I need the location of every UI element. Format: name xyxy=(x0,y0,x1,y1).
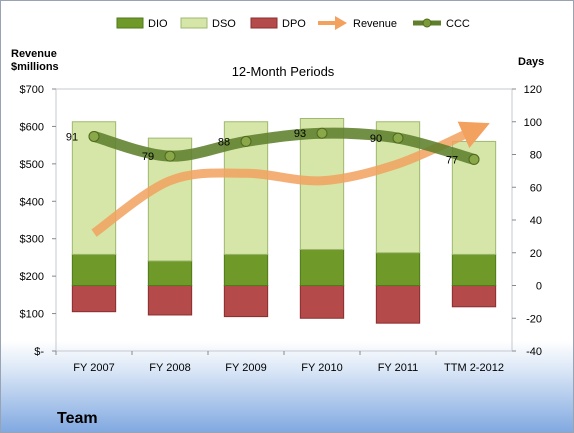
x-axis-tick-label: FY 2009 xyxy=(225,362,266,374)
right-axis-tick-label: 20 xyxy=(530,248,542,260)
chart-title: 12-Month Periods xyxy=(232,64,335,79)
bar-dpo xyxy=(223,285,269,318)
left-axis-tick-label: $500 xyxy=(20,159,44,171)
ccc-data-label: 91 xyxy=(66,131,78,143)
x-axis-tick-label: FY 2011 xyxy=(378,362,419,374)
legend-item-dpo: DPO xyxy=(250,17,306,30)
plot-area xyxy=(55,88,513,352)
legend: DIO DSO DPO Revenue CCC xyxy=(116,16,470,30)
right-axis-tick-label: 60 xyxy=(530,182,542,194)
left-axis-title-line2: $millions xyxy=(11,61,59,73)
legend-label-dso: DSO xyxy=(212,18,236,30)
revenue-line xyxy=(91,121,490,237)
left-axis-tick-label: $600 xyxy=(20,121,44,133)
ccc-marker-icon xyxy=(422,18,432,28)
legend-item-revenue: Revenue xyxy=(318,16,397,30)
ccc-point xyxy=(88,130,100,142)
ccc-point xyxy=(392,132,404,144)
legend-label-dpo: DPO xyxy=(282,18,306,30)
legend-label-revenue: Revenue xyxy=(353,18,397,30)
right-axis-tick-label: 0 xyxy=(536,281,542,293)
bar-dpo xyxy=(147,285,193,316)
bar-dpo xyxy=(299,285,345,319)
axes-layer: $- $100 $200 $300 $400 $500 $600 $700 -40 -20 0 20 4… xyxy=(20,84,542,374)
right-axis-tick-label: -20 xyxy=(526,313,542,325)
legend-item-ccc: CCC xyxy=(413,18,470,30)
bar-dio xyxy=(375,252,421,286)
ccc-data-label: 77 xyxy=(446,154,458,166)
left-axis-tick-label: $700 xyxy=(20,84,44,96)
x-axis-tick-label: FY 2007 xyxy=(73,362,114,374)
bar-dio xyxy=(299,248,345,287)
bar-dpo xyxy=(451,285,497,308)
left-axis-tick-label: $- xyxy=(34,346,44,358)
right-axis-tick-label: 80 xyxy=(530,150,542,162)
bar-dio xyxy=(451,253,497,286)
ccc-point xyxy=(240,135,252,147)
right-axis-tick-label: 40 xyxy=(530,215,542,227)
ccc-point xyxy=(468,153,480,165)
left-axis-tick-label: $300 xyxy=(20,234,44,246)
ccc-data-label: 93 xyxy=(294,128,306,140)
x-axis-tick-label: TTM 2-2012 xyxy=(444,362,504,374)
right-axis-tick-label: 100 xyxy=(524,117,542,129)
ccc-point xyxy=(316,127,328,139)
right-axis-tick-label: -40 xyxy=(526,346,542,358)
left-axis-tick-label: $200 xyxy=(20,271,44,283)
ccc-point xyxy=(164,150,176,162)
ccc-data-label: 88 xyxy=(218,136,230,148)
left-axis-title-line1: Revenue xyxy=(11,48,57,60)
bar-dio xyxy=(147,260,193,286)
revenue-arrow-icon xyxy=(335,16,347,30)
ccc-data-label: 79 xyxy=(142,151,154,163)
left-axis-tick-label: $100 xyxy=(20,309,44,321)
bar-dio xyxy=(71,253,117,286)
legend-label-ccc: CCC xyxy=(446,18,470,30)
bar-dpo xyxy=(71,285,117,313)
ccc-line xyxy=(88,127,480,165)
footer-label: Team xyxy=(57,410,98,427)
x-axis-tick-label: FY 2008 xyxy=(149,362,190,374)
legend-label-dio: DIO xyxy=(148,18,168,30)
x-axis-tick-label: FY 2010 xyxy=(301,362,342,374)
left-axis-tick-label: $400 xyxy=(20,196,44,208)
right-axis-title: Days xyxy=(518,56,544,68)
legend-item-dso: DSO xyxy=(180,17,236,30)
bar-dio xyxy=(223,253,269,286)
right-axis-tick-label: 120 xyxy=(524,84,542,96)
bar-dpo xyxy=(375,285,421,324)
ccc-data-label: 90 xyxy=(370,133,382,145)
lines-layer: 91 79 88 93 90 77 xyxy=(66,121,490,237)
legend-item-dio: DIO xyxy=(116,17,168,30)
